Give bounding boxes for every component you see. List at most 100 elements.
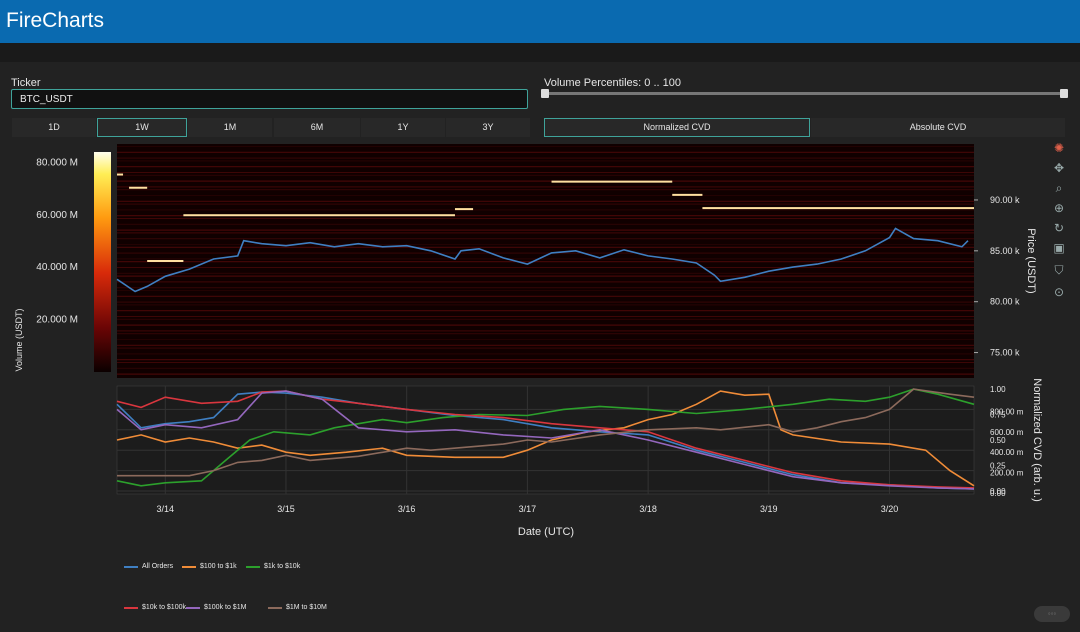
cvd-series-line	[116, 390, 975, 490]
heatmap-band	[117, 209, 974, 211]
legend-swatch	[182, 565, 196, 568]
range-button-1d[interactable]: 1D	[12, 118, 96, 137]
date-tick-label: 3/18	[639, 504, 657, 514]
ticker-label: Ticker	[11, 77, 41, 89]
heatmap-band	[117, 258, 974, 260]
plot-modebar: ✺ ✥ ⌕ ⊕ ↻ ▣ ⛉ ⊙	[1049, 140, 1071, 310]
heatmap-band	[117, 318, 974, 320]
hover-compare-icon[interactable]: ⛉	[1054, 263, 1064, 277]
absolute-cvd-button[interactable]: Absolute CVD	[811, 118, 1065, 137]
heatmap-band	[117, 166, 974, 168]
range-button-1m[interactable]: 1M	[188, 118, 272, 137]
cvd-axis-label: Normalized CVD (arb. u.)	[1031, 378, 1043, 501]
zoom-in-out-icon[interactable]: ⊕	[1053, 201, 1065, 215]
heatmap-band	[117, 359, 974, 361]
slider-low-handle[interactable]	[541, 89, 549, 98]
cvd-left-tick-label: 0.25	[990, 461, 1006, 470]
legend-item[interactable]: $100k to $1M	[186, 604, 246, 611]
legend-label: All Orders	[142, 563, 174, 570]
legend-item[interactable]: $1k to $10k	[246, 563, 300, 570]
heatmap-band	[117, 244, 974, 245]
pan-icon[interactable]: ✥	[1053, 161, 1065, 175]
price-tick-label: 85.00 k	[990, 246, 1020, 256]
price-axis-label: Price (USDT)	[1025, 228, 1037, 293]
heatmap-plot-area	[117, 144, 974, 378]
colorbar-tick-label: 60.000 M	[36, 210, 78, 221]
heatmap-band	[117, 189, 974, 191]
cvd-right-tick-label: 400.00 m	[990, 448, 1024, 457]
heatmap-band	[117, 203, 974, 205]
download-icon[interactable]: ▣	[1053, 241, 1065, 255]
date-tick-label: 3/19	[760, 504, 778, 514]
heatmap-band	[117, 172, 974, 173]
price-line	[116, 227, 969, 293]
orderbook-level	[454, 208, 474, 211]
colorbar-tick-label: 20.000 M	[36, 315, 78, 326]
orderbook-level	[183, 214, 455, 217]
heatmap-band	[117, 238, 974, 240]
cvd-right-tick-label: 600.00 m	[990, 428, 1024, 437]
orderbook-level	[129, 186, 148, 189]
cvd-left-tick-label: 0.50	[990, 436, 1006, 445]
range-button-1y[interactable]: 1Y	[361, 118, 445, 137]
cvd-plot-area	[116, 385, 975, 495]
price-tick-label: 75.00 k	[990, 348, 1020, 358]
range-button-1w[interactable]: 1W	[97, 118, 187, 137]
heatmap-band	[117, 287, 974, 289]
date-tick-label: 3/20	[881, 504, 899, 514]
reset-icon[interactable]: ↻	[1053, 221, 1065, 235]
zoom-icon[interactable]: ⌕	[1055, 181, 1063, 195]
heatmap-band	[117, 344, 974, 346]
firecharts-plot[interactable]: 80.000 M 60.000 M 40.000 M 20.000 M Volume …	[0, 140, 1048, 540]
heatmap-band	[117, 232, 974, 234]
heatmap-band	[117, 174, 974, 176]
heatmap-band	[117, 272, 974, 274]
heatmap-band	[117, 367, 974, 369]
price-tick-label: 90.00 k	[990, 195, 1020, 205]
heatmap-band	[117, 333, 974, 335]
heatmap-band	[117, 195, 974, 196]
cvd-series-line	[117, 388, 975, 477]
cvd-series-line	[116, 390, 975, 487]
slider-high-handle[interactable]	[1060, 89, 1068, 98]
legend-label: $100 to $1k	[200, 563, 237, 570]
heatmap-band	[117, 180, 974, 182]
heatmap-band	[117, 304, 974, 306]
legend-label: $10k to $100k	[142, 604, 186, 611]
colorbar	[94, 152, 111, 372]
legend-item[interactable]: $10k to $100k	[124, 604, 186, 611]
heatmap-band	[117, 295, 974, 297]
plotly-logo-icon[interactable]: ✺	[1053, 141, 1065, 155]
legend-item[interactable]: All Orders	[124, 563, 173, 570]
ticker-input[interactable]	[11, 89, 528, 109]
legend-item[interactable]: $100 to $1k	[182, 563, 237, 570]
watermark-badge: ◦◦◦	[1034, 606, 1070, 622]
heatmap-band	[117, 290, 974, 291]
heatmap-band	[117, 246, 974, 248]
heatmap-band	[117, 339, 974, 340]
heatmap-band	[117, 261, 974, 263]
app-header: FireCharts	[0, 0, 1080, 43]
date-tick-label: 3/16	[398, 504, 416, 514]
range-button-3y[interactable]: 3Y	[446, 118, 530, 137]
crosshair-icon[interactable]: ⊙	[1053, 285, 1065, 299]
orderbook-level	[702, 207, 974, 210]
legend-label: $1k to $10k	[264, 563, 301, 570]
heatmap-band	[117, 316, 974, 317]
heatmap-band	[117, 200, 974, 202]
heatmap-band	[117, 186, 974, 188]
orderbook-level	[551, 180, 673, 183]
volume-percentiles-slider[interactable]	[545, 92, 1065, 95]
heatmap-band	[117, 215, 974, 217]
cvd-right-tick-label: 0.00	[990, 489, 1006, 498]
orderbook-level	[672, 193, 703, 196]
heatmap-band	[117, 160, 974, 162]
colorbar-label: Volume (USDT)	[14, 308, 24, 371]
heatmap-band	[117, 330, 974, 332]
range-button-6m[interactable]: 6M	[274, 118, 360, 137]
normalized-cvd-button[interactable]: Normalized CVD	[544, 118, 810, 137]
legend-item[interactable]: $1M to $10M	[268, 604, 327, 611]
cvd-right-tick-label: 800.00 m	[990, 407, 1024, 416]
cvd-series-line	[116, 388, 975, 487]
subheader-strip	[0, 43, 1080, 62]
